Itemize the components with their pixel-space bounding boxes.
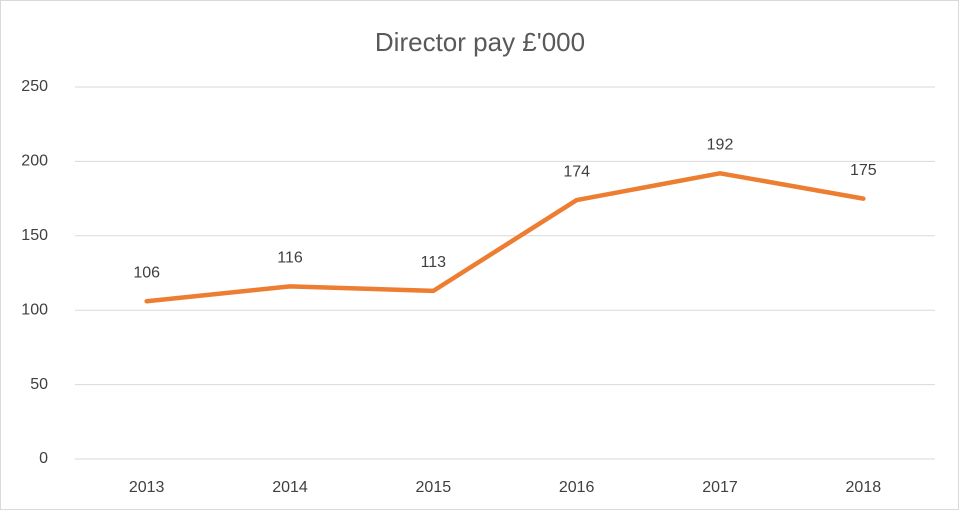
x-tick-label: 2014 — [272, 479, 308, 496]
y-tick-label: 0 — [39, 450, 48, 467]
y-tick-label: 100 — [21, 301, 48, 318]
data-label: 192 — [707, 137, 734, 154]
chart-title: Director pay £'000 — [375, 27, 585, 57]
data-label: 113 — [421, 254, 447, 271]
data-label: 175 — [850, 162, 877, 179]
x-tick-label: 2018 — [846, 479, 882, 496]
y-tick-label: 150 — [21, 227, 48, 244]
data-label: 174 — [563, 163, 590, 180]
data-label: 106 — [133, 264, 160, 281]
y-tick-label: 50 — [30, 376, 48, 393]
y-tick-label: 250 — [21, 78, 48, 95]
data-label: 116 — [277, 250, 303, 267]
data-line — [144, 171, 866, 304]
x-tick-label: 2016 — [559, 479, 595, 496]
x-tick-label: 2015 — [416, 479, 452, 496]
x-tick-label: 2013 — [129, 479, 165, 496]
y-tick-label: 200 — [21, 153, 48, 170]
x-tick-label: 2017 — [702, 479, 738, 496]
chart-border — [0, 0, 959, 510]
